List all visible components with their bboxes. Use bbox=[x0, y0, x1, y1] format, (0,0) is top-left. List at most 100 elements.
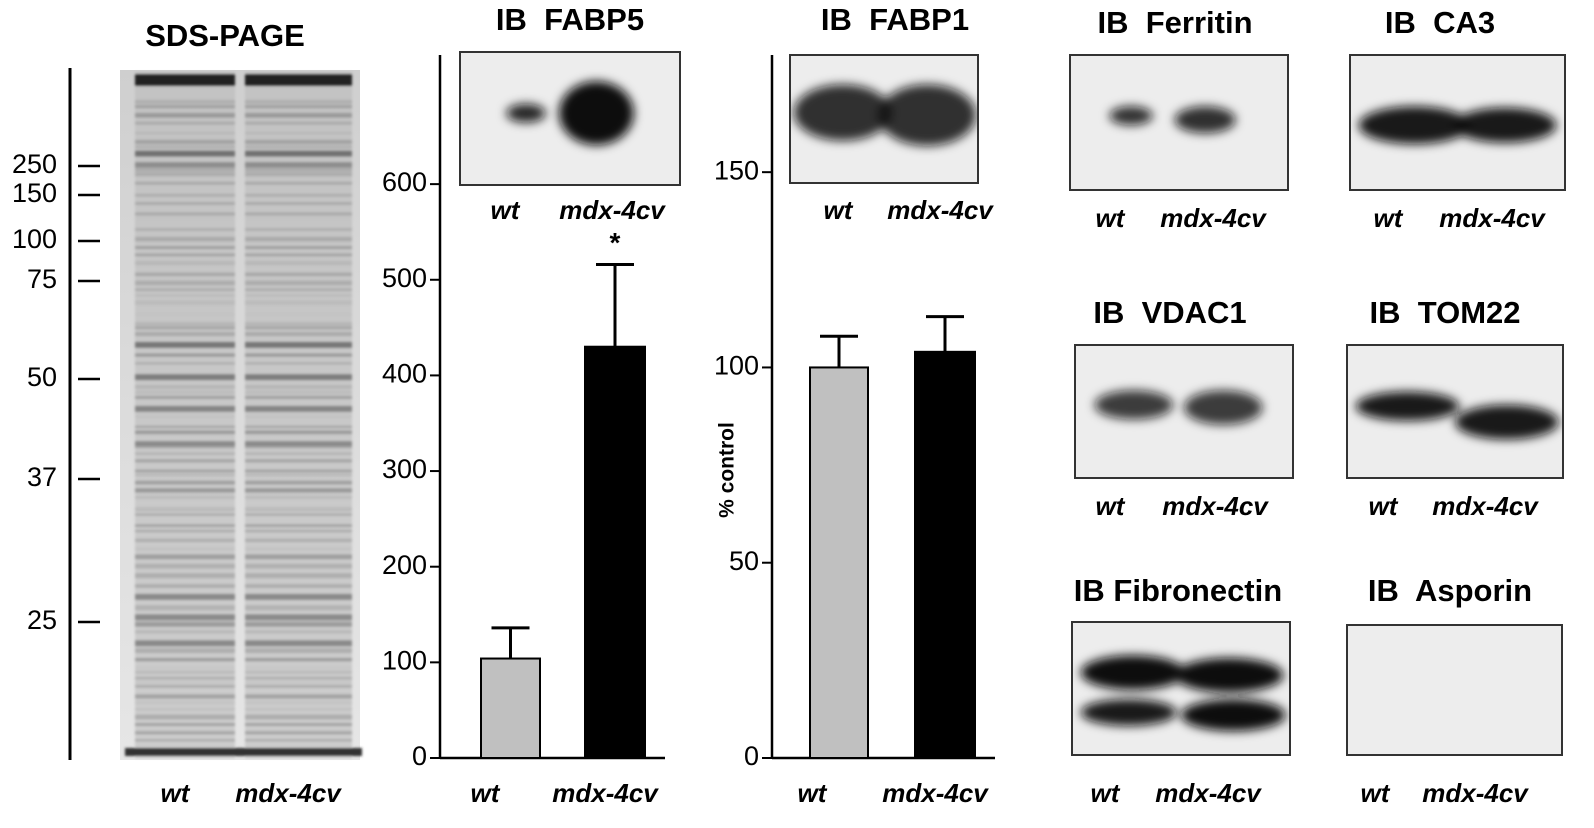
gel-band bbox=[245, 630, 352, 634]
x-tick-label: wt bbox=[798, 778, 828, 808]
gel-band bbox=[245, 246, 352, 249]
gel-band bbox=[135, 212, 235, 216]
gel-band bbox=[245, 217, 352, 220]
front bbox=[125, 748, 245, 756]
gel-band bbox=[135, 714, 235, 720]
well bbox=[135, 74, 235, 86]
gel-bands bbox=[125, 72, 362, 758]
gel-band bbox=[245, 145, 352, 149]
gel-band bbox=[135, 658, 235, 662]
gel-band bbox=[245, 640, 352, 647]
blot-bands bbox=[793, 84, 977, 146]
blot-band bbox=[1358, 106, 1471, 145]
gel-band bbox=[135, 253, 235, 256]
blot-band bbox=[878, 84, 977, 146]
y-tick-label: 0 bbox=[744, 741, 759, 771]
lane-label: mdx-4cv bbox=[235, 778, 342, 808]
gel-band bbox=[135, 236, 235, 242]
bar bbox=[584, 345, 646, 759]
gel-band bbox=[135, 150, 235, 157]
gel-band bbox=[245, 312, 352, 317]
gel-band bbox=[245, 131, 352, 135]
blot-bg bbox=[1346, 624, 1563, 756]
gel-band bbox=[245, 167, 352, 172]
gel-band bbox=[135, 228, 235, 231]
y-tick-label: 0 bbox=[412, 741, 427, 771]
gel-band bbox=[245, 731, 352, 735]
blot-lane-label: wt bbox=[1374, 203, 1404, 233]
well bbox=[245, 74, 352, 86]
gel-band bbox=[245, 353, 352, 357]
gel-band bbox=[135, 648, 235, 653]
gel-band bbox=[135, 112, 235, 118]
gel-title: SDS-PAGE bbox=[145, 18, 305, 53]
gel-band bbox=[245, 685, 352, 688]
blot-lane-label: mdx-4cv bbox=[1162, 491, 1269, 521]
gel-band bbox=[245, 529, 352, 533]
marker-label: 25 bbox=[27, 605, 57, 635]
gel-band bbox=[135, 131, 235, 135]
gel-band bbox=[245, 112, 352, 118]
gel-band bbox=[245, 331, 352, 337]
lane-label: wt bbox=[161, 778, 191, 808]
x-tick-label: wt bbox=[471, 778, 501, 808]
blot-bands bbox=[506, 81, 634, 146]
gel-band bbox=[245, 621, 352, 627]
y-tick-label: 400 bbox=[382, 359, 427, 389]
blot-band bbox=[1109, 106, 1153, 126]
blot-title: IB Asporin bbox=[1368, 573, 1532, 608]
gel-band bbox=[135, 288, 235, 292]
gel-band bbox=[135, 529, 235, 533]
blot-bands bbox=[1080, 655, 1286, 732]
y-axis-label: % control bbox=[716, 422, 739, 518]
x-tick-label: mdx-4cv bbox=[882, 778, 989, 808]
gel-band bbox=[135, 104, 235, 109]
gel-band bbox=[245, 362, 352, 365]
marker-label: 50 bbox=[27, 362, 57, 392]
gel-band bbox=[135, 731, 235, 735]
blot bbox=[1069, 54, 1289, 191]
blot bbox=[1346, 624, 1563, 756]
gel-band bbox=[245, 150, 352, 157]
gel-band bbox=[245, 469, 352, 473]
gel-band bbox=[135, 390, 235, 395]
gel-band bbox=[135, 614, 235, 621]
gel-band bbox=[135, 362, 235, 365]
gel-band bbox=[245, 665, 352, 670]
gel-band bbox=[245, 253, 352, 256]
gel-band bbox=[135, 685, 235, 688]
gel-band bbox=[245, 452, 352, 455]
blot-title: IB Ferritin bbox=[1097, 5, 1252, 40]
gel-band bbox=[135, 353, 235, 357]
blot-lane-label: wt bbox=[1091, 778, 1121, 808]
gel-band bbox=[245, 172, 352, 177]
gel-band bbox=[245, 139, 352, 144]
blot-lane-label: wt bbox=[1096, 491, 1126, 521]
gel-band bbox=[245, 430, 352, 435]
gel-image bbox=[120, 70, 362, 760]
gel-band bbox=[245, 374, 352, 381]
gel-band bbox=[135, 480, 235, 485]
gel-band bbox=[135, 294, 235, 297]
gel-band bbox=[135, 100, 235, 104]
chart-blot bbox=[459, 51, 681, 186]
blot-band bbox=[559, 81, 634, 146]
blot bbox=[1349, 54, 1566, 191]
blot-band bbox=[1184, 390, 1263, 425]
gel-band bbox=[135, 446, 235, 449]
gel-band bbox=[135, 513, 235, 516]
gel-band bbox=[245, 593, 352, 600]
y-tick-label: 100 bbox=[382, 645, 427, 675]
y-tick-label: 600 bbox=[382, 167, 427, 197]
x-tick-label: mdx-4cv bbox=[552, 778, 659, 808]
gel-band bbox=[135, 121, 235, 125]
marker-label: 100 bbox=[12, 224, 57, 254]
gel-band bbox=[135, 202, 235, 205]
gel-band bbox=[135, 538, 235, 542]
gel-band bbox=[245, 100, 352, 104]
blot-lane-label: mdx-4cv bbox=[887, 195, 994, 225]
gel-band bbox=[245, 614, 352, 621]
gel-band bbox=[245, 584, 352, 588]
blot-bands bbox=[1358, 106, 1557, 145]
